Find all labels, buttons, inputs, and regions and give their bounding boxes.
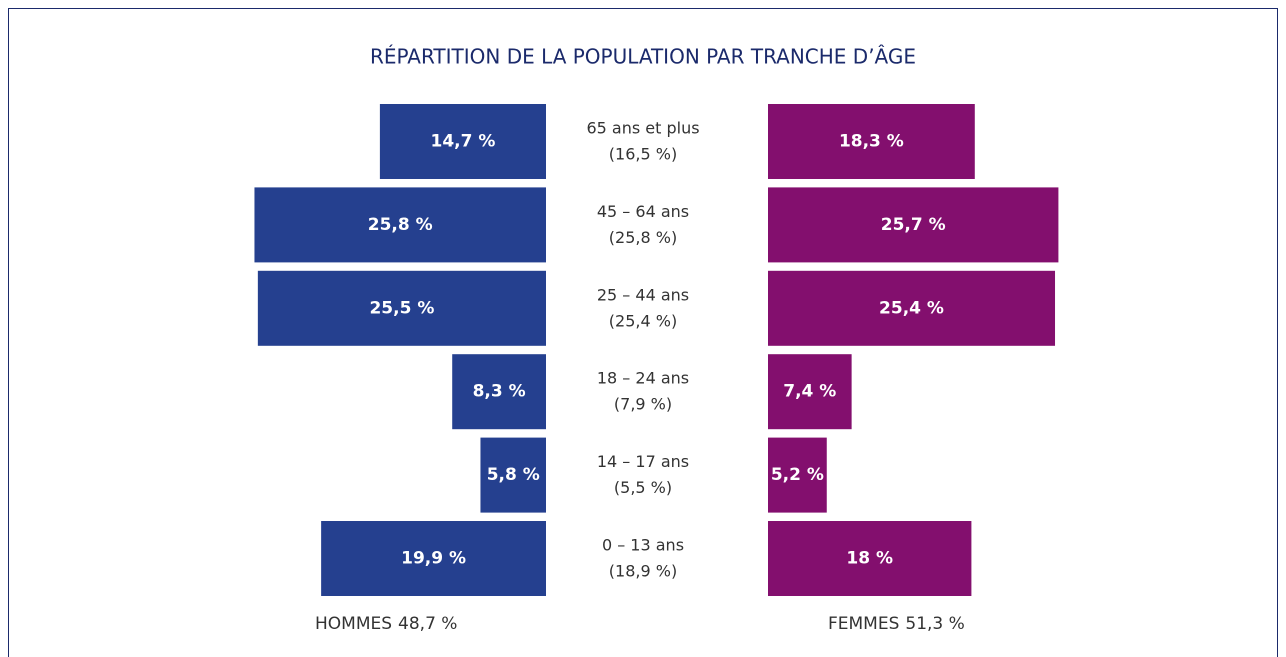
chart-title: RÉPARTITION DE LA POPULATION PAR TRANCHE… [370, 45, 916, 69]
bar [768, 187, 1059, 263]
value-label: 25,7 % [881, 215, 946, 235]
bar [768, 270, 1056, 346]
category-label: 45 – 64 ans [597, 202, 689, 221]
bar [452, 354, 546, 430]
category-label: 14 – 17 ans [597, 452, 689, 471]
bar [768, 104, 975, 179]
frame [8, 8, 1278, 657]
bar [768, 354, 852, 430]
category-total: (7,9 %) [614, 395, 672, 414]
legend-total: 48,7 % [398, 614, 457, 634]
value-label: 18 % [846, 549, 893, 569]
legend-entry: HOMMES 48,7 % [315, 614, 457, 634]
value-label: 18,3 % [839, 132, 904, 152]
bar [257, 270, 546, 346]
value-label: 8,3 % [473, 382, 526, 402]
bar [321, 521, 546, 596]
category-total: (5,5 %) [614, 478, 672, 497]
category-label: 25 – 44 ans [597, 285, 689, 304]
category-total: (18,9 %) [609, 562, 677, 581]
category-label: 0 – 13 ans [602, 536, 684, 555]
value-label: 14,7 % [430, 132, 495, 152]
value-label: 5,2 % [771, 465, 824, 485]
legend-name: FEMMES [828, 614, 899, 634]
value-label: 7,4 % [783, 382, 836, 402]
bar [254, 187, 546, 263]
legend-name: HOMMES [315, 614, 392, 634]
category-total: (25,4 %) [609, 311, 677, 330]
bar [768, 521, 972, 596]
bar [480, 437, 546, 513]
legend-entry: FEMMES 51,3 % [828, 614, 965, 634]
value-label: 5,8 % [487, 465, 540, 485]
bar [379, 104, 546, 179]
value-label: 25,8 % [368, 215, 433, 235]
category-label: 65 ans et plus [586, 119, 699, 138]
legend-total: 51,3 % [905, 614, 964, 634]
category-total: (25,8 %) [609, 228, 677, 247]
value-label: 25,4 % [879, 298, 944, 318]
bar [768, 437, 827, 513]
value-label: 25,5 % [369, 298, 434, 318]
category-total: (16,5 %) [609, 145, 677, 164]
category-label: 18 – 24 ans [597, 369, 689, 388]
value-label: 19,9 % [401, 549, 466, 569]
